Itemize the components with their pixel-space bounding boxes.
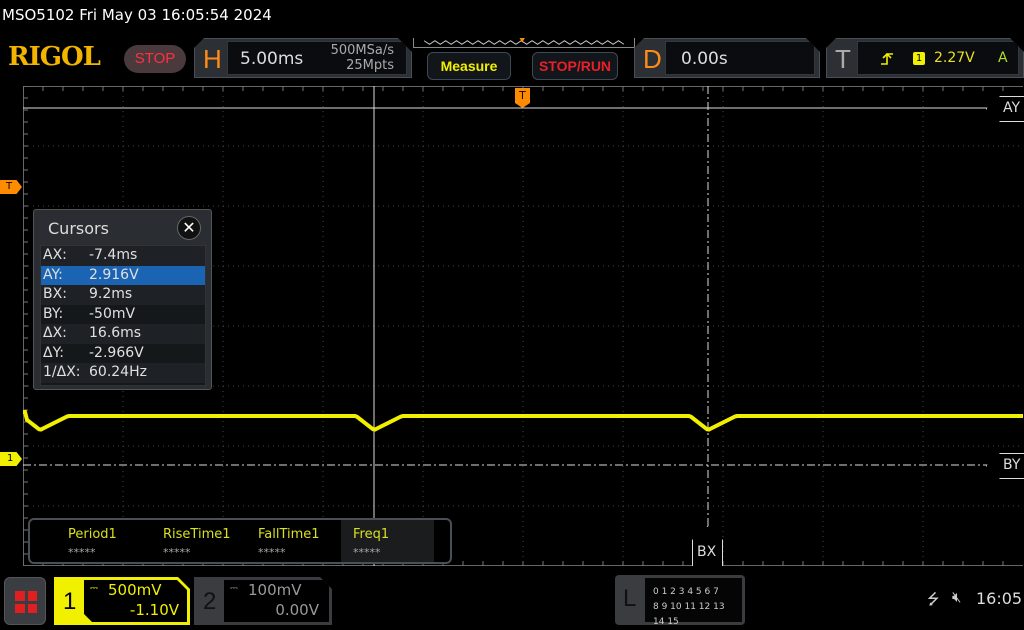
measurement-name: FallTime1 [258,527,320,542]
measure-button[interactable]: Measure [427,52,511,80]
sample-rate: 500MSa/s [330,43,394,58]
measurement-name: RiseTime1 [163,527,231,542]
usb-icon: ⭍ [927,590,940,608]
channel-2-number: 2 [203,588,217,615]
logic-analyzer-panel[interactable]: L 0 1 2 3 4 5 6 7 8 9 10 11 12 13 14 15 [615,575,745,627]
channel-2-offset: 0.00V [275,601,319,619]
trigger-level-marker[interactable]: T [0,180,22,194]
timebase-value: 5.00ms [240,49,304,69]
grid-menu-icon [15,591,37,613]
trigger-level: 2.27V [934,50,975,66]
rigol-logo: RIGOL [8,42,101,72]
measurement-value: ***** [258,546,286,559]
cursor-key: BY: [43,305,64,322]
logic-channels-row-1: 0 1 2 3 4 5 6 7 [653,587,719,597]
cursor-row[interactable]: BX: 9.2ms [41,285,205,305]
logic-channels-row-2: 8 9 10 11 12 13 14 15 [653,602,725,627]
cursor-value: 16.6ms [89,325,142,341]
trigger-position-marker[interactable]: T [515,88,530,108]
delay-panel[interactable]: D 0.00s [634,38,820,78]
cursor-row[interactable]: 1/ΔX: 60.24Hz [41,363,205,383]
cursor-row[interactable]: AX: -7.4ms [41,246,205,266]
cursor-row[interactable]: BY: -50mV [41,305,205,325]
horizontal-panel[interactable]: H 5.00ms 500MSa/s 25Mpts [194,38,412,78]
measurement-value: ***** [353,546,381,559]
measurement-name: Freq1 [353,527,390,542]
cursor-key: ΔX: [43,325,67,341]
measurement-item[interactable]: Freq1 ***** [341,520,434,562]
channel-1-scale: 500mV [108,581,162,599]
cursor-value: -7.4ms [89,247,138,263]
dc-coupling-icon: ⎓ [230,583,238,594]
channel-1-panel[interactable]: 1 ⎓ 500mV -1.10V [54,577,190,625]
cursor-key: AY: [43,266,63,283]
cursor-value: 2.916V [89,266,139,283]
speaker-muted-icon[interactable]: 🔇︎ [952,588,962,606]
waveform-overview-strip [413,38,635,48]
cursor-key: BX: [43,286,67,302]
channel-1-trace [23,410,1023,432]
trigger-label: T [835,44,851,74]
measurement-value: ***** [68,546,96,559]
cursors-title: Cursors [48,219,109,238]
memory-depth: 25Mpts [346,58,394,73]
run-state-badge[interactable]: STOP [124,45,186,73]
trigger-source-badge: 1 [913,52,925,65]
cursor-row[interactable]: ΔX: 16.6ms [41,324,205,344]
delay-label: D [643,44,662,74]
cursor-value: 9.2ms [89,286,133,302]
trigger-mode: A [998,50,1008,66]
graticule [23,86,1023,566]
rising-edge-icon [880,51,894,67]
delay-value: 0.00s [681,49,728,69]
waveform-display[interactable] [23,86,1023,566]
channel-1-number: 1 [63,588,77,615]
main-menu-button[interactable] [4,577,46,625]
cursor-key: AX: [43,247,67,263]
cursor-readout-list: AX: -7.4ms AY: 2.916V BX: 9.2ms BY: -50mV ΔX: 16.… [40,245,206,386]
stop-run-button[interactable]: STOP/RUN [532,52,618,80]
measurement-name: Period1 [68,527,117,542]
measurement-bar: Period1 ***** RiseTime1 ***** FallTime1 *****… [28,518,452,564]
logic-label: L [623,585,637,612]
horizontal-label: H [203,44,222,74]
cursor-value: 60.24Hz [89,364,147,380]
system-clock: 16:05 [976,589,1023,608]
channel-2-scale: 100mV [248,581,302,599]
cursor-row[interactable]: ΔY: -2.966V [41,344,205,364]
close-icon[interactable]: ✕ [177,216,201,240]
channel-1-offset: -1.10V [129,601,179,619]
cursor-key: ΔY: [43,344,64,361]
status-title: MSO5102 Fri May 03 16:05:54 2024 [2,6,272,24]
channel-1-ground-marker[interactable]: 1 [0,452,22,466]
dc-coupling-icon: ⎓ [90,583,98,594]
cursor-row[interactable]: AY: 2.916V [41,265,205,285]
cursor-key: 1/ΔX: [43,364,81,380]
trigger-position-marker [519,38,525,43]
trigger-panel[interactable]: T 1 2.27V A [826,38,1024,78]
measurement-item[interactable]: Period1 ***** [56,520,151,562]
measurement-item[interactable]: RiseTime1 ***** [151,520,246,562]
cursors-dialog: Cursors ✕ AX: -7.4ms AY: 2.916V BX: 9.2ms BY: -… [33,209,212,390]
measurement-item[interactable]: FallTime1 ***** [246,520,341,562]
cursor-value: -50mV [89,305,136,322]
cursor-value: -2.966V [89,344,144,361]
measurement-value: ***** [163,546,191,559]
channel-2-panel[interactable]: 2 ⎓ 100mV 0.00V [194,577,332,625]
